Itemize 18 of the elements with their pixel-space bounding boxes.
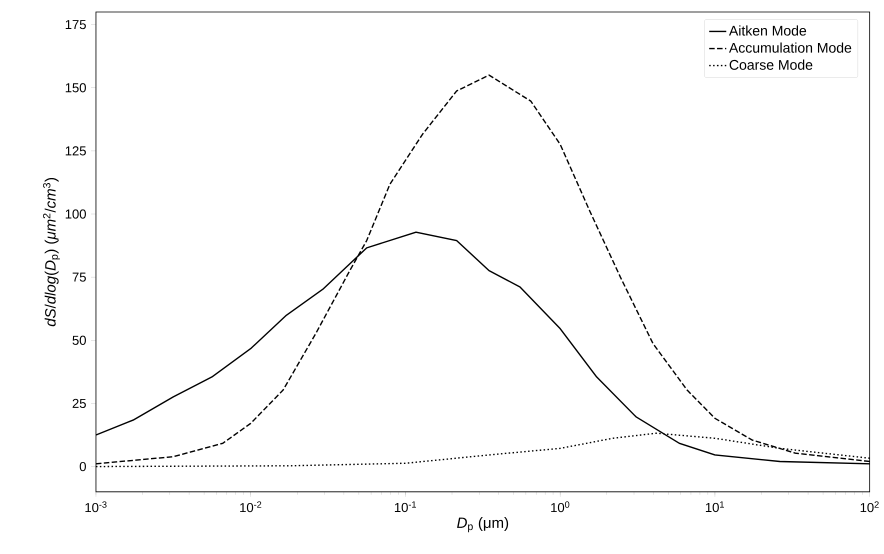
legend-label: Coarse Mode xyxy=(730,60,812,70)
x-tick-label: 10$^{0}$ xyxy=(551,501,570,512)
legend-label: Aitken Mode xyxy=(728,25,806,36)
y-tick-label: 50 xyxy=(72,336,86,345)
x-axis-title: D$_{p}$ (μm) xyxy=(457,517,508,532)
y-tick-label: 100 xyxy=(66,210,86,219)
y-tick-label: 150 xyxy=(66,83,86,92)
x-tick-label: 10$^{1}$ xyxy=(706,501,724,512)
y-tick-label: 125 xyxy=(66,146,86,156)
x-tick-label: 10$^{-1}$ xyxy=(394,501,416,512)
x-tick-label: 10$^{-3}$ xyxy=(85,501,107,512)
y-tick-label: 175 xyxy=(66,20,86,30)
y-tick-label: 75 xyxy=(72,272,86,282)
x-tick-label: 10$^{2}$ xyxy=(860,501,879,512)
legend-label: Accumulation Mode xyxy=(728,42,852,53)
y-tick-label: 25 xyxy=(72,398,86,408)
y-tick-label: 0 xyxy=(80,462,86,472)
x-tick-label: 10$^{-2}$ xyxy=(240,501,262,512)
